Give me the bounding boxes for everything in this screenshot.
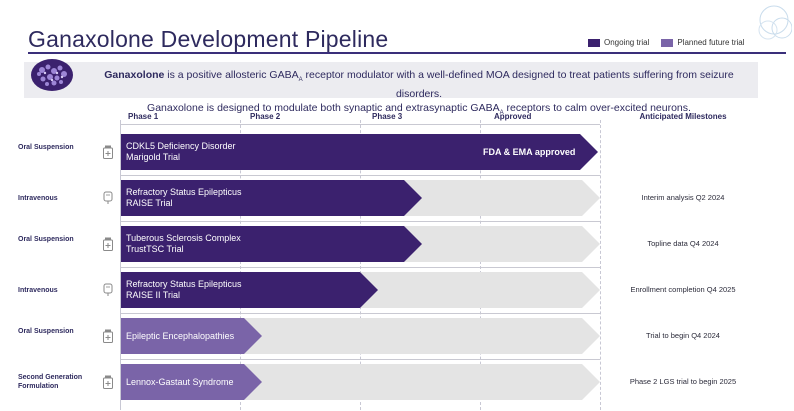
bottle-icon: [103, 329, 113, 343]
intro-line-1-sub: A: [298, 77, 303, 84]
progress-arrow: [121, 318, 262, 354]
grid-line: [120, 120, 122, 410]
row-divider: [120, 267, 600, 268]
trial-study-name: TrustTSC Trial: [126, 244, 184, 254]
trial-name: Epileptic Encephalopathies: [126, 331, 234, 342]
bottle-icon: [103, 237, 113, 251]
molecule-icon: [31, 59, 73, 91]
legend-label-ongoing: Ongoing trial: [604, 38, 650, 47]
progress-arrow: [121, 180, 422, 216]
column-approved: Approved: [494, 112, 532, 121]
trial-name: CDKL5 Deficiency Disorder Marigold Trial: [126, 141, 236, 163]
progress-arrow: [121, 364, 262, 400]
progress-arrow: [121, 226, 422, 262]
milestone: Trial to begin Q4 2024: [646, 331, 720, 340]
pipeline-bar: [121, 134, 598, 170]
column-milestones: Anticipated Milestones: [639, 112, 727, 121]
legend-planned: Planned future trial: [661, 38, 745, 47]
trial-name: Tuberous Sclerosis Complex TrustTSC Trial: [126, 233, 241, 255]
grid-line: [120, 124, 600, 125]
intro-line-2-sub: A: [499, 110, 504, 117]
column-phase1: Phase 1: [128, 112, 159, 121]
trial-study-name: RAISE II Trial: [126, 290, 181, 300]
trial-indication: Refractory Status Epilepticus: [126, 187, 242, 197]
grid-line: [480, 120, 482, 410]
route-label: Oral Suspension: [18, 236, 74, 243]
pipeline-bar: [121, 364, 600, 400]
legend-label-planned: Planned future trial: [677, 38, 745, 47]
route-label: Second Generation Formulation: [18, 374, 83, 390]
trial-indication: Refractory Status Epilepticus: [126, 279, 242, 289]
route-label: Oral Suspension: [18, 328, 74, 335]
intro-text: Ganaxolone is a positive allosteric GABA…: [84, 68, 754, 120]
iv-bag-icon: [103, 283, 113, 296]
grid-line: [360, 120, 362, 410]
progress-arrow: [121, 272, 378, 308]
pipeline-bar: [121, 318, 600, 354]
grid-line: [240, 120, 242, 410]
approval-status: FDA & EMA approved: [483, 146, 576, 157]
bottle-icon: [103, 375, 113, 389]
route-label: Intravenous: [18, 194, 58, 202]
trial-name: Refractory Status Epilepticus RAISE Trial: [126, 187, 242, 209]
intro-line-2-text: Ganaxolone is designed to modulate both …: [147, 102, 500, 115]
legend-swatch-ongoing: [588, 38, 600, 47]
intro-line-2-end: receptors to calm over-excited neurons.: [503, 102, 691, 115]
intro-band: [24, 62, 758, 98]
trial-indication: Lennox-Gastaut Syndrome: [126, 376, 234, 387]
bottle-icon: [103, 145, 113, 159]
milestone: Topline data Q4 2024: [647, 239, 719, 248]
title-divider: [28, 52, 786, 54]
route-label: Intravenous: [18, 286, 58, 294]
decorative-circles-icon: [758, 5, 792, 40]
intro-line-2: Ganaxolone is designed to modulate both …: [84, 101, 754, 120]
trial-name: Lennox-Gastaut Syndrome: [126, 377, 234, 388]
legend-swatch-planned: [661, 38, 674, 47]
milestone: Enrollment completion Q4 2025: [630, 285, 736, 294]
column-phase3: Phase 3: [372, 112, 403, 121]
legend-ongoing: Ongoing trial: [588, 38, 649, 47]
milestone: Interim analysis Q2 2024: [641, 193, 725, 202]
legend: Ongoing trial Planned future trial: [588, 38, 757, 47]
progress-arrow: [121, 134, 598, 170]
pipeline-bar: [121, 272, 600, 308]
intro-line-1-text: is a positive allosteric GABA: [164, 69, 299, 81]
trial-indication: CDKL5 Deficiency Disorder: [126, 141, 236, 151]
intro-line-1-end: receptor modulator with a well-defined M…: [302, 69, 734, 101]
trial-study-name: Marigold Trial: [126, 152, 181, 162]
row-divider: [120, 221, 600, 222]
trial-name: Refractory Status Epilepticus RAISE II Tr…: [126, 279, 242, 301]
intro-line-1: Ganaxolone is a positive allosteric GABA…: [84, 68, 754, 101]
trial-indication: Tuberous Sclerosis Complex: [126, 233, 241, 243]
pipeline-bar: [121, 226, 600, 262]
milestone: Phase 2 LGS trial to begin 2025: [629, 377, 737, 386]
column-phase2: Phase 2: [250, 112, 281, 121]
grid-line: [600, 120, 602, 410]
page-title: Ganaxolone Development Pipeline: [28, 26, 389, 52]
pipeline-bar: [121, 180, 600, 216]
drug-name: Ganaxolone: [104, 69, 165, 81]
row-divider: [120, 175, 600, 176]
iv-bag-icon: [103, 191, 113, 204]
row-divider: [120, 359, 600, 360]
trial-indication: Epileptic Encephalopathies: [126, 330, 235, 341]
route-label: Oral Suspension: [18, 144, 74, 151]
trial-study-name: RAISE Trial: [126, 198, 173, 208]
row-divider: [120, 313, 600, 314]
